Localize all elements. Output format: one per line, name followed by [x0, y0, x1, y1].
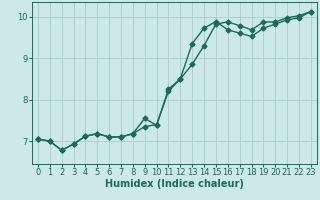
X-axis label: Humidex (Indice chaleur): Humidex (Indice chaleur) [105, 179, 244, 189]
